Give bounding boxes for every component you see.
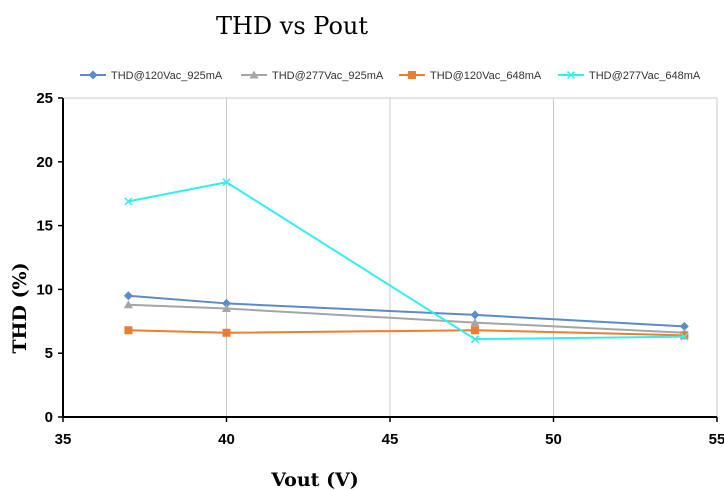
series-4-point-2 (222, 178, 231, 187)
x-tick-label-50: 50 (545, 431, 562, 448)
legend-item-1: THD@120Vac_925mA (80, 70, 223, 82)
series-3-point-1 (124, 326, 133, 335)
legend: THD@120Vac_925mA THD@277Vac_925mA THD@120V… (80, 70, 701, 82)
series-1-line (128, 294, 685, 328)
series-2-point-1 (123, 300, 133, 309)
legend-item-2-label: THD@277Vac_925mA (272, 70, 384, 82)
series-3 (124, 326, 689, 340)
series-4-point-3 (470, 335, 480, 344)
axes (58, 97, 718, 422)
legend-item-3: THD@120Vac_648mA (399, 70, 542, 82)
series-layer (123, 178, 689, 344)
y-tick-label-15: 15 (36, 218, 53, 235)
x-tick-label-35: 35 (55, 431, 72, 448)
legend-item-1-label: THD@120Vac_925mA (111, 70, 223, 82)
series-4 (124, 178, 689, 344)
y-tick-label-10: 10 (36, 281, 53, 298)
series-1-point-4 (679, 321, 689, 331)
tick-labels: 0 5 10 15 20 25 35 40 45 50 55 (36, 90, 724, 448)
grid (63, 97, 718, 417)
y-tick-label-5: 5 (45, 345, 53, 362)
legend-item-2: THD@277Vac_925mA (241, 70, 384, 82)
x-axis-label: Vout (V) (270, 469, 359, 490)
legend-item-2-marker (249, 70, 259, 79)
x-tick-label-40: 40 (218, 431, 235, 448)
series-3-line (128, 329, 685, 337)
legend-item-3-label: THD@120Vac_648mA (430, 70, 542, 82)
chart-title: THD vs Pout (216, 12, 368, 40)
legend-item-4: THD@277Vac_648mA (558, 70, 701, 82)
series-3-point-3 (471, 326, 480, 335)
series-3-point-2 (222, 328, 231, 337)
y-tick-label-25: 25 (36, 90, 53, 107)
legend-item-4-marker (566, 70, 576, 80)
series-1-point-1 (123, 291, 133, 301)
series-4-point-1 (124, 197, 133, 206)
series-1-point-3 (470, 310, 480, 320)
x-tick-label-45: 45 (382, 431, 399, 448)
series-3-point-4 (680, 331, 689, 340)
series-4-line (128, 181, 685, 341)
y-tick-label-0: 0 (45, 409, 53, 426)
legend-item-1-marker (88, 70, 98, 80)
series-2-point-3 (470, 318, 480, 327)
series-2-point-2 (222, 304, 231, 313)
series-4-point-1-stroke-b (124, 197, 133, 206)
y-axis-label: THD (%) (9, 262, 31, 353)
series-1-point-2 (222, 298, 231, 308)
series-4-point-4-stroke-b (680, 332, 689, 341)
legend-item-4-marker-stroke-b (566, 70, 576, 80)
y-tick-label-20: 20 (36, 154, 53, 171)
series-4-point-2-stroke-b (222, 178, 231, 187)
series-4-point-3-stroke-b (470, 335, 480, 344)
series-2-line (128, 303, 685, 334)
x-tick-label-55: 55 (709, 431, 724, 448)
series-1 (123, 291, 689, 331)
legend-item-3-marker (408, 71, 416, 79)
series-4-point-4 (680, 332, 689, 341)
legend-item-4-label: THD@277Vac_648mA (589, 70, 701, 82)
